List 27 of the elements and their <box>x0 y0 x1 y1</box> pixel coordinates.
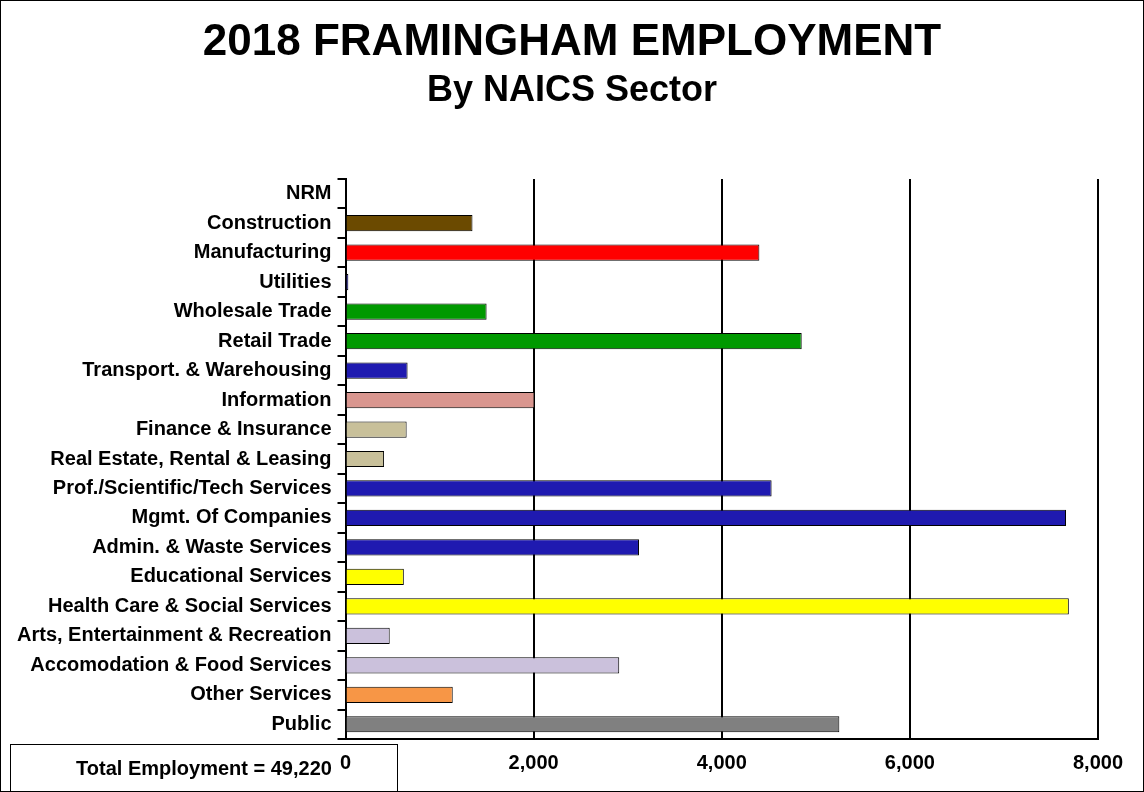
y-tick-label: Educational Services <box>130 564 332 587</box>
y-tick-label: Utilities <box>259 269 332 292</box>
x-tick-label: 2,000 <box>508 750 559 773</box>
x-tick-label: 4,000 <box>696 750 747 773</box>
x-tick-label: 6,000 <box>884 750 935 773</box>
y-tick-label: Prof./Scientific/Tech Services <box>52 475 332 498</box>
y-tick-label: Manufacturing <box>193 240 332 263</box>
y-tick-label: Other Services <box>190 682 332 705</box>
y-tick-label: Transport. & Warehousing <box>82 358 332 381</box>
y-tick-label: Arts, Entertainment & Recreation <box>17 623 332 646</box>
y-tick-label: Real Estate, Rental & Leasing <box>50 446 332 469</box>
text: Total Employment = 49,220 <box>76 757 332 779</box>
y-tick-label: Public <box>271 711 332 734</box>
y-tick-label: Retail Trade <box>218 328 332 351</box>
y-tick-label: Accomodation & Food Services <box>30 652 332 675</box>
x-tick-label: 0 <box>339 750 352 773</box>
y-tick-label: Construction <box>207 210 332 233</box>
chart-title: 2018 FRAMINGHAM EMPLOYMENT <box>201 15 943 65</box>
chart-subtitle: By NAICS Sector <box>425 67 719 111</box>
y-tick-label: Finance & Insurance <box>135 417 332 440</box>
y-tick-label: Wholesale Trade <box>173 299 332 322</box>
y-tick-label: Mgmt. Of Companies <box>131 505 332 528</box>
x-tick-label: 8,000 <box>1072 750 1124 773</box>
y-tick-label: Information <box>221 387 332 410</box>
y-tick-label: Admin. & Waste Services <box>92 534 332 557</box>
y-tick-label: Health Care & Social Services <box>48 593 332 616</box>
y-tick-label: NRM <box>285 181 332 204</box>
